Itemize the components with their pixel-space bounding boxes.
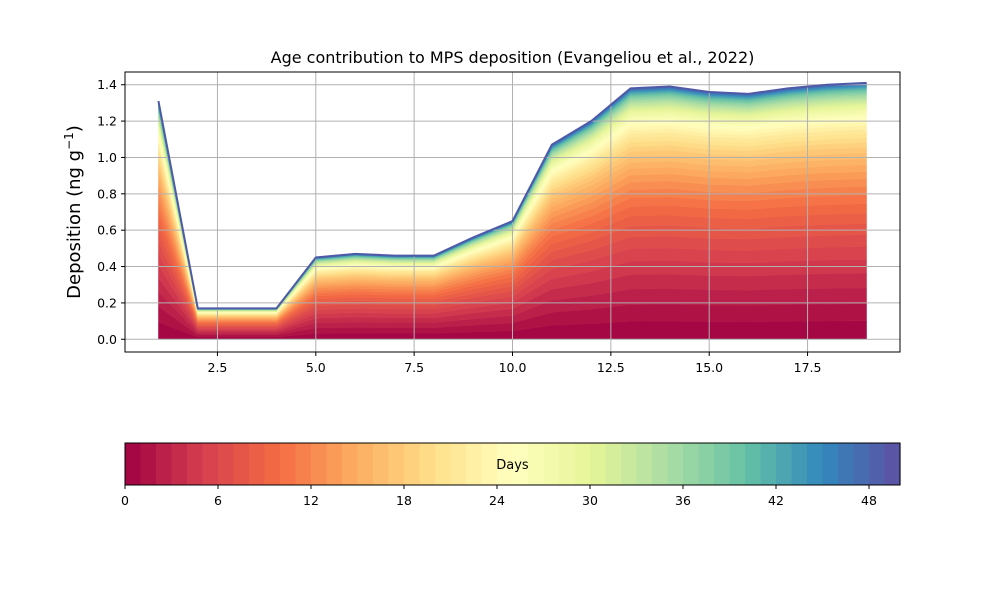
age-bands bbox=[158, 82, 867, 340]
y-tick-label: 0.6 bbox=[97, 223, 117, 238]
colorbar-segment bbox=[652, 443, 669, 485]
colorbar-segment bbox=[729, 443, 746, 485]
colorbar-segment bbox=[295, 443, 312, 485]
y-tick-label: 1.4 bbox=[97, 77, 117, 92]
x-tick-label: 7.5 bbox=[404, 360, 424, 375]
colorbar-segment bbox=[822, 443, 839, 485]
colorbar-segment bbox=[357, 443, 374, 485]
gridlines bbox=[125, 72, 900, 352]
colorbar-tick-label: 24 bbox=[489, 493, 505, 508]
colorbar-segment bbox=[543, 443, 560, 485]
x-tick-label: 5.0 bbox=[306, 360, 326, 375]
colorbar-tick-label: 48 bbox=[861, 493, 877, 508]
chart-title: Age contribution to MPS deposition (Evan… bbox=[271, 48, 755, 67]
colorbar-segment bbox=[667, 443, 684, 485]
x-axis-ticks: 2.5 5.0 7.5 10.0 12.5 15.0 17.5 bbox=[208, 352, 822, 375]
colorbar-segment bbox=[636, 443, 653, 485]
colorbar-segment bbox=[869, 443, 886, 485]
colorbar-segment bbox=[388, 443, 405, 485]
colorbar-tick-label: 42 bbox=[768, 493, 784, 508]
colorbar-segment bbox=[621, 443, 638, 485]
x-tick-label: 12.5 bbox=[597, 360, 625, 375]
colorbar-segment bbox=[698, 443, 715, 485]
colorbar-segment bbox=[156, 443, 173, 485]
colorbar-segment bbox=[342, 443, 359, 485]
colorbar-segment bbox=[745, 443, 762, 485]
colorbar-segment bbox=[807, 443, 824, 485]
colorbar-segment bbox=[140, 443, 157, 485]
colorbar-segment bbox=[311, 443, 328, 485]
colorbar-segment bbox=[683, 443, 700, 485]
colorbar-segment bbox=[280, 443, 297, 485]
x-tick-label: 17.5 bbox=[794, 360, 822, 375]
y-tick-label: 0.0 bbox=[97, 332, 117, 347]
colorbar-segment bbox=[233, 443, 250, 485]
y-tick-label: 1.0 bbox=[97, 150, 117, 165]
colorbar-segment bbox=[559, 443, 576, 485]
colorbar-tick-label: 36 bbox=[675, 493, 691, 508]
colorbar-segment bbox=[714, 443, 731, 485]
colorbar-frame bbox=[124, 442, 901, 486]
colorbar-segment bbox=[373, 443, 390, 485]
colorbar-segment bbox=[884, 443, 901, 485]
colorbar-segment bbox=[776, 443, 793, 485]
colorbar-segment bbox=[264, 443, 281, 485]
colorbar-segment bbox=[171, 443, 188, 485]
colorbar bbox=[125, 443, 901, 485]
colorbar-segment bbox=[760, 443, 777, 485]
colorbar-segment bbox=[249, 443, 266, 485]
colorbar-segment bbox=[481, 443, 498, 485]
x-tick-label: 2.5 bbox=[208, 360, 228, 375]
colorbar-segment bbox=[466, 443, 483, 485]
y-tick-label: 0.8 bbox=[97, 186, 117, 201]
y-axis-label: Deposition (ng g−1) bbox=[62, 125, 85, 299]
colorbar-segment bbox=[590, 443, 607, 485]
colorbar-segment bbox=[791, 443, 808, 485]
colorbar-segment bbox=[218, 443, 235, 485]
y-axis-ticks: 0.0 0.2 0.4 0.6 0.8 1.0 1.2 1.4 bbox=[97, 77, 125, 347]
total-outline-line bbox=[157, 81, 867, 310]
y-tick-label: 0.2 bbox=[97, 295, 117, 310]
colorbar-segment bbox=[574, 443, 591, 485]
colorbar-segment bbox=[838, 443, 855, 485]
colorbar-tick-label: 30 bbox=[582, 493, 598, 508]
y-axis-label-close: ) bbox=[64, 125, 85, 132]
colorbar-segment bbox=[187, 443, 204, 485]
colorbar-segment bbox=[450, 443, 467, 485]
colorbar-tick-label: 0 bbox=[121, 493, 129, 508]
x-tick-label: 15.0 bbox=[695, 360, 723, 375]
colorbar-ticks: 0 6 12 18 24 30 36 42 48 bbox=[121, 485, 877, 508]
y-tick-label: 1.2 bbox=[97, 114, 117, 129]
total-outline bbox=[157, 81, 867, 310]
colorbar-segment bbox=[512, 443, 529, 485]
colorbar-segment bbox=[497, 443, 514, 485]
colorbar-segment bbox=[125, 443, 142, 485]
y-axis-label-main: Deposition (ng g bbox=[64, 150, 85, 299]
colorbar-segment bbox=[326, 443, 343, 485]
colorbar-segment bbox=[404, 443, 421, 485]
colorbar-label: Days bbox=[496, 458, 529, 473]
colorbar-tick-label: 12 bbox=[303, 493, 319, 508]
colorbar-tick-label: 18 bbox=[396, 493, 412, 508]
colorbar-tick-label: 6 bbox=[214, 493, 222, 508]
colorbar-segment bbox=[202, 443, 219, 485]
colorbar-segment bbox=[528, 443, 545, 485]
y-tick-label: 0.4 bbox=[97, 259, 117, 274]
colorbar-segment bbox=[605, 443, 622, 485]
colorbar-segment bbox=[853, 443, 870, 485]
x-tick-label: 10.0 bbox=[499, 360, 527, 375]
colorbar-segment bbox=[435, 443, 452, 485]
y-axis-label-superscript: −1 bbox=[62, 132, 76, 150]
colorbar-segment bbox=[419, 443, 436, 485]
